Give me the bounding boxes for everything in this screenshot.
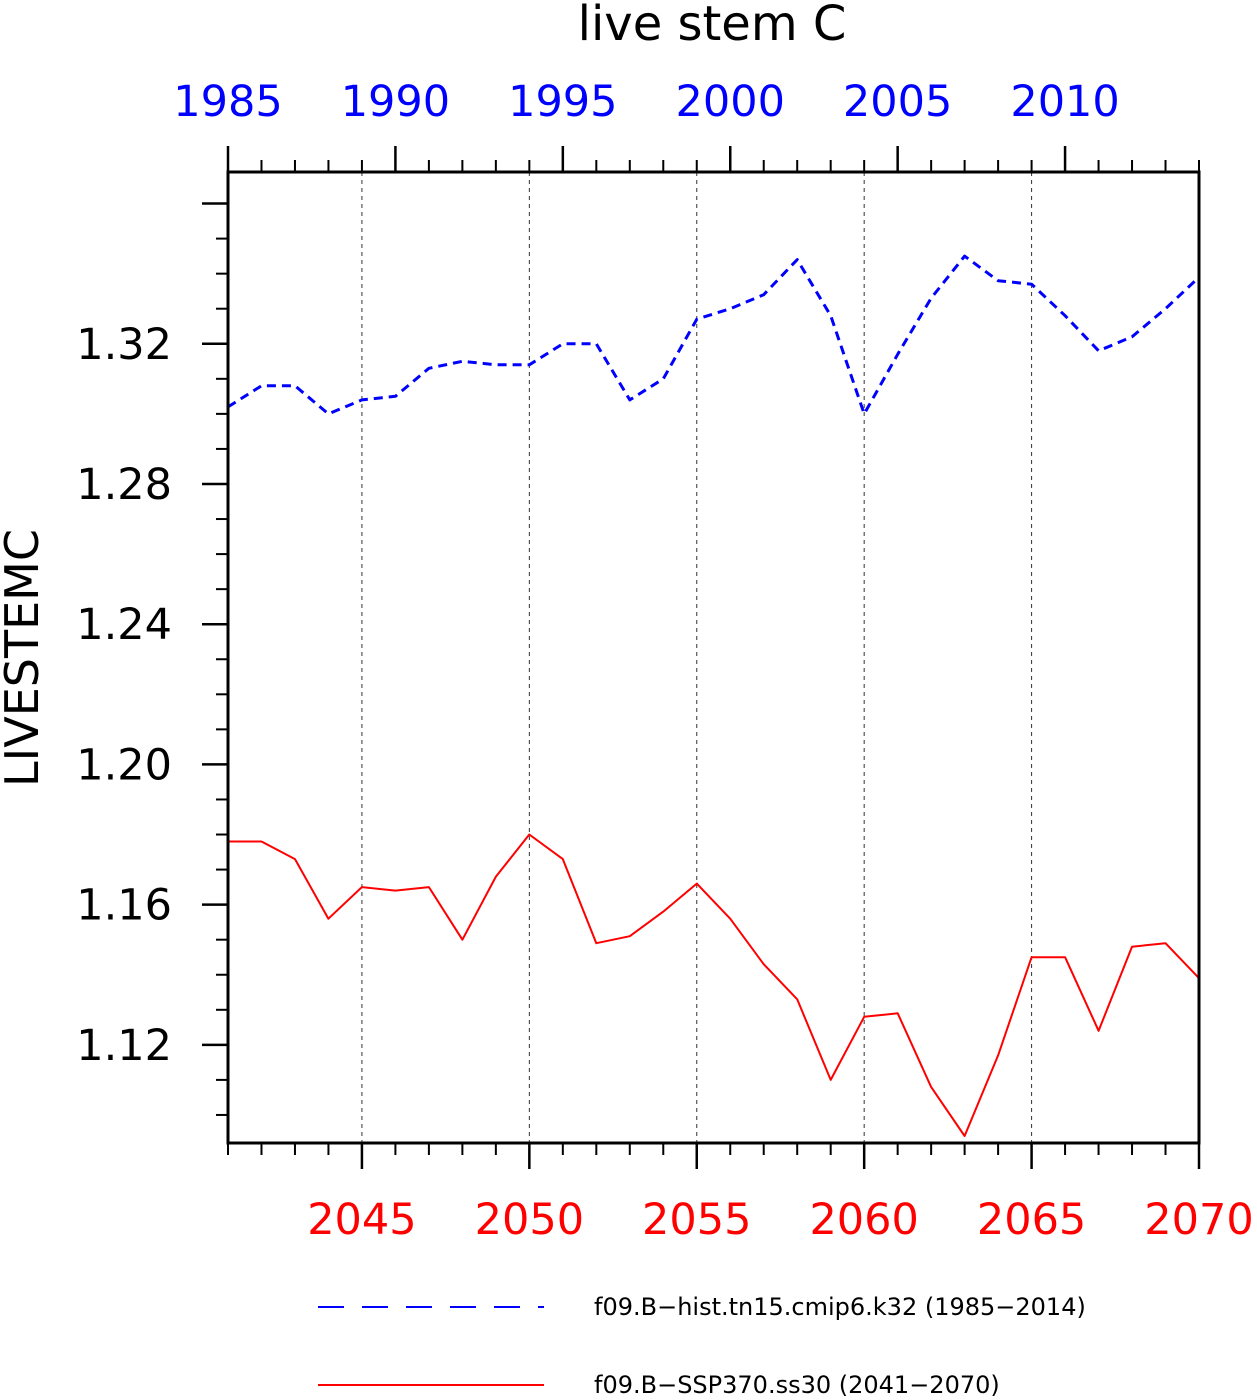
y-tick-label: 1.16 [76,881,172,931]
x-top-tick-label: 2000 [676,77,785,127]
legend-entry-1: f09.B−SSP370.ss30 (2041−2070) [594,1371,1000,1399]
axes: 2045 2050 2055 2060 2065 2070 1985 1990 1995 2000… [76,77,1253,1245]
x-top-tick-label: 1985 [173,77,282,127]
legend: f09.B−hist.tn15.cmip6.k32 (1985−2014) f09… [318,1293,1086,1399]
y-tick-label: 1.24 [76,600,172,650]
y-tick-label: 1.32 [76,320,172,370]
x-top-tick-label: 1995 [508,77,617,127]
x-bottom-tick-label: 2070 [1144,1195,1253,1245]
x-top-tick-label: 1990 [341,77,450,127]
x-top-tick-label: 2005 [843,77,952,127]
x-bottom-tick-label: 2055 [642,1195,751,1245]
vertical-gridlines [361,172,1033,1143]
chart-title: live stem C [578,0,847,52]
x-bottom-tick-label: 2050 [475,1195,584,1245]
series-line-0 [227,254,1201,416]
x-bottom-tick-label: 2045 [307,1195,416,1245]
series-layer [227,254,1201,1137]
x-bottom-tick-label: 2060 [809,1195,918,1245]
series-line-1 [228,833,1200,1137]
y-tick-label: 1.20 [76,740,172,790]
y-tick-label: 1.28 [76,460,172,510]
x-bottom-tick-label: 2065 [977,1195,1086,1245]
y-tick-label: 1.12 [76,1021,172,1071]
x-top-tick-label: 2010 [1010,77,1119,127]
y-axis-label: LIVESTEMC [0,529,49,787]
legend-entry-0: f09.B−hist.tn15.cmip6.k32 (1985−2014) [594,1293,1086,1321]
plot-frame [226,170,1201,1145]
